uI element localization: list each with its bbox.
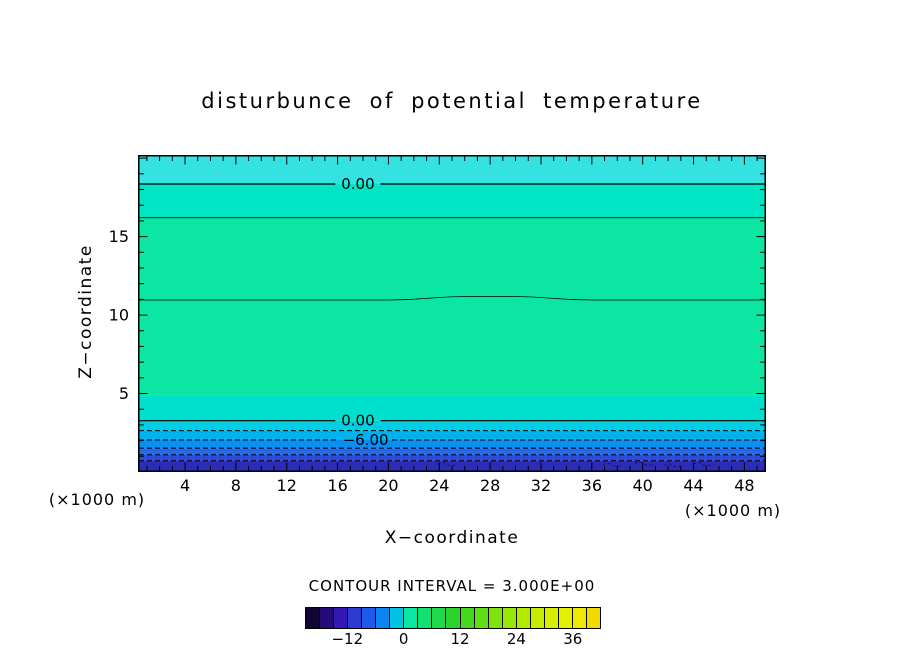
colorbar-cell xyxy=(390,608,405,628)
colorbar-cell xyxy=(348,608,363,628)
colorbar-cell xyxy=(488,608,503,628)
colorbar-tick-label: −12 xyxy=(331,630,364,648)
y-tick-label: 10 xyxy=(109,306,129,325)
colorbar-cell xyxy=(320,608,335,628)
x-tick-label: 24 xyxy=(429,476,449,495)
x-tick-label: 36 xyxy=(582,476,602,495)
noise-contour xyxy=(663,463,683,468)
colorbar-tick-label: 24 xyxy=(506,630,526,648)
colorbar-cell xyxy=(432,608,447,628)
colorbar-labels: −12 0 12 24 36 xyxy=(305,630,601,650)
x-unit-right: (×1000 m) xyxy=(684,501,782,520)
colorbar-cell xyxy=(516,608,531,628)
fill-band xyxy=(139,439,765,449)
noise-contour xyxy=(602,462,622,467)
noise-contour xyxy=(634,461,654,466)
colorbar-cell xyxy=(544,608,559,628)
contour-label: 0.00 xyxy=(341,412,374,430)
x-tick-label: 28 xyxy=(480,476,500,495)
colorbar-cell xyxy=(530,608,545,628)
x-tick-label: 4 xyxy=(180,476,190,495)
x-tick-label: 8 xyxy=(231,476,241,495)
contour-label: 0.00 xyxy=(341,175,374,193)
colorbar-cell xyxy=(572,608,587,628)
fill-band xyxy=(139,184,765,218)
colorbar-cell xyxy=(418,608,433,628)
colorbar-cell xyxy=(474,608,489,628)
colorbar-tick-label: 0 xyxy=(398,630,409,648)
x-unit-left: (×1000 m) xyxy=(48,490,146,509)
plot-frame xyxy=(138,155,766,472)
x-tick-label: 20 xyxy=(378,476,398,495)
contour-interval-note: CONTOUR INTERVAL = 3.000E+00 xyxy=(308,577,596,595)
chart-title: disturbunce of potential temperature xyxy=(201,89,703,113)
colorbar-tick-label: 36 xyxy=(563,630,583,648)
colorbar-cell xyxy=(362,608,377,628)
colorbar-cell xyxy=(404,608,419,628)
y-tick-label: 5 xyxy=(119,384,129,403)
colorbar-tick-label: 12 xyxy=(450,630,470,648)
contour-label: −6.00 xyxy=(343,431,389,449)
colorbar-cell xyxy=(306,608,321,628)
colorbar-cell xyxy=(334,608,349,628)
colorbar-cell xyxy=(558,608,573,628)
colorbar-cell xyxy=(376,608,391,628)
x-tick-label: 40 xyxy=(633,476,653,495)
z-axis-label: Z−coordinate xyxy=(76,244,96,379)
colorbar-cell xyxy=(446,608,461,628)
colorbar-cell xyxy=(502,608,517,628)
colorbar-cell xyxy=(460,608,475,628)
fill-band xyxy=(139,217,765,396)
fill-band xyxy=(139,420,765,431)
colorbar-cell xyxy=(586,608,600,628)
x-axis-label: X−coordinate xyxy=(384,528,520,548)
fill-band xyxy=(139,395,765,421)
contour-line xyxy=(139,296,765,301)
fill-band xyxy=(139,448,765,455)
fill-band xyxy=(139,430,765,440)
x-tick-label: 48 xyxy=(734,476,754,495)
noise-contour xyxy=(437,462,457,467)
noise-contour xyxy=(693,462,712,467)
x-tick-label: 44 xyxy=(683,476,703,495)
x-tick-label: 32 xyxy=(531,476,551,495)
colorbar xyxy=(305,607,601,629)
x-tick-label: 16 xyxy=(327,476,347,495)
y-tick-label: 15 xyxy=(109,227,129,246)
x-tick-label: 12 xyxy=(277,476,297,495)
fill-band xyxy=(139,454,765,461)
